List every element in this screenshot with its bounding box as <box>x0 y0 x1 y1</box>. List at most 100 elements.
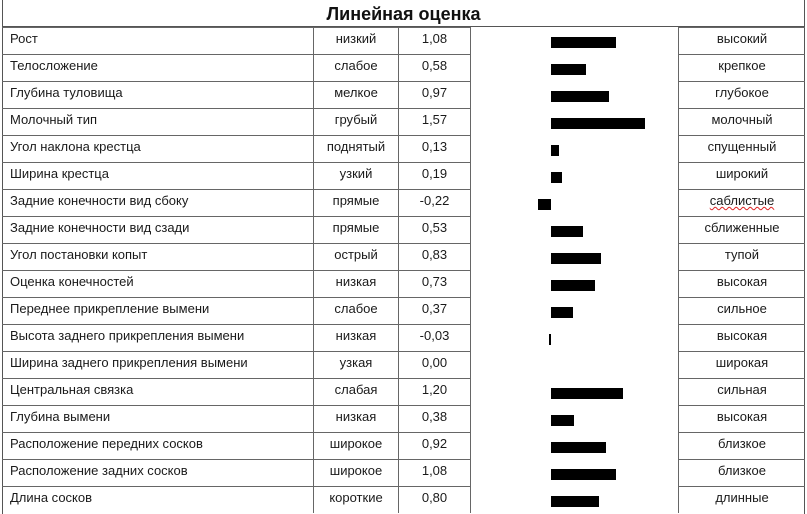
trait-name: Высота заднего прикрепления вымени <box>2 324 314 351</box>
high-pole-text: сильная <box>717 382 767 397</box>
trait-name: Телосложение <box>2 54 314 81</box>
table-row: Высота заднего прикрепления вымени низкая… <box>2 324 805 351</box>
high-pole-text: тупой <box>724 247 760 262</box>
bar-cell <box>471 216 679 243</box>
low-pole-label: мелкое <box>314 81 399 108</box>
table-row: Расположение задних сосков широкое 1,08 бли… <box>2 459 805 486</box>
value-bar <box>551 172 563 183</box>
high-pole-label: сильная <box>679 378 805 405</box>
bar-cell <box>471 459 679 486</box>
trait-name: Рост <box>2 27 314 54</box>
trait-value: 0,00 <box>399 351 471 378</box>
trait-value: 0,13 <box>399 135 471 162</box>
trait-value: 0,73 <box>399 270 471 297</box>
trait-value: 0,58 <box>399 54 471 81</box>
bar-cell <box>471 162 679 189</box>
high-pole-text: сближенные <box>704 220 780 235</box>
trait-value: 1,57 <box>399 108 471 135</box>
low-pole-label: широкое <box>314 459 399 486</box>
value-bar <box>551 91 610 102</box>
trait-value: 0,80 <box>399 486 471 513</box>
table-row: Оценка конечностей низкая 0,73 высокая <box>2 270 805 297</box>
low-pole-label: прямые <box>314 216 399 243</box>
table-row: Переднее прикрепление вымени слабое 0,37 си… <box>2 297 805 324</box>
high-pole-label: широкая <box>679 351 805 378</box>
table-row: Молочный тип грубый 1,57 молочный <box>2 108 805 135</box>
high-pole-label: молочный <box>679 108 805 135</box>
high-pole-text: высокая <box>716 328 768 343</box>
value-bar <box>551 388 623 399</box>
value-bar <box>537 199 551 210</box>
high-pole-text: близкое <box>718 463 766 478</box>
low-pole-label: низкая <box>314 270 399 297</box>
value-bar <box>549 334 551 345</box>
trait-name: Ширина крестца <box>2 162 314 189</box>
table-row: Глубина туловища мелкое 0,97 глубокое <box>2 81 805 108</box>
trait-name: Переднее прикрепление вымени <box>2 297 314 324</box>
trait-name: Угол наклона крестца <box>2 135 314 162</box>
high-pole-text: глубокое <box>715 85 769 100</box>
trait-name: Глубина вымени <box>2 405 314 432</box>
low-pole-label: поднятый <box>314 135 399 162</box>
bar-cell <box>471 243 679 270</box>
header-divider <box>2 26 805 27</box>
bar-cell <box>471 270 679 297</box>
high-pole-text: высокая <box>716 409 768 424</box>
value-bar <box>551 280 595 291</box>
trait-name: Глубина туловища <box>2 81 314 108</box>
low-pole-label: низкий <box>314 27 399 54</box>
value-bar <box>551 496 599 507</box>
bar-cell <box>471 351 679 378</box>
bar-cell <box>471 189 679 216</box>
trait-value: 0,83 <box>399 243 471 270</box>
trait-name: Расположение задних сосков <box>2 459 314 486</box>
bar-cell <box>471 54 679 81</box>
high-pole-label: широкий <box>679 162 805 189</box>
bar-cell <box>471 324 679 351</box>
high-pole-label: длинные <box>679 486 805 513</box>
high-pole-label: крепкое <box>679 54 805 81</box>
trait-name: Молочный тип <box>2 108 314 135</box>
trait-name: Оценка конечностей <box>2 270 314 297</box>
high-pole-label: высокая <box>679 270 805 297</box>
low-pole-label: короткие <box>314 486 399 513</box>
high-pole-label: близкое <box>679 432 805 459</box>
bar-cell <box>471 297 679 324</box>
trait-value: -0,22 <box>399 189 471 216</box>
high-pole-text: крепкое <box>718 58 766 73</box>
low-pole-label: низкая <box>314 324 399 351</box>
value-bar <box>551 307 574 318</box>
high-pole-label: сильное <box>679 297 805 324</box>
table-row: Расположение передних сосков широкое 0,92 б… <box>2 432 805 459</box>
trait-name: Ширина заднего прикрепления вымени <box>2 351 314 378</box>
low-pole-label: низкая <box>314 405 399 432</box>
low-pole-label: слабое <box>314 297 399 324</box>
trait-name: Задние конечности вид сбоку <box>2 189 314 216</box>
trait-value: 0,37 <box>399 297 471 324</box>
high-pole-text: сильное <box>717 301 767 316</box>
value-bar <box>551 64 586 75</box>
high-pole-label: высокая <box>679 324 805 351</box>
table-row: Угол наклона крестца поднятый 0,13 спущенны… <box>2 135 805 162</box>
trait-value: 0,53 <box>399 216 471 243</box>
high-pole-label: высокая <box>679 405 805 432</box>
value-bar <box>551 145 559 156</box>
bar-cell <box>471 108 679 135</box>
value-bar <box>551 226 583 237</box>
low-pole-label: прямые <box>314 189 399 216</box>
low-pole-label: слабая <box>314 378 399 405</box>
bar-cell <box>471 378 679 405</box>
high-pole-label: спущенный <box>679 135 805 162</box>
bar-cell <box>471 81 679 108</box>
table-row: Задние конечности вид сбоку прямые -0,22 са… <box>2 189 805 216</box>
bar-cell <box>471 486 679 513</box>
trait-value: 0,38 <box>399 405 471 432</box>
value-bar <box>551 469 616 480</box>
trait-name: Центральная связка <box>2 378 314 405</box>
trait-name: Расположение передних сосков <box>2 432 314 459</box>
high-pole-label: глубокое <box>679 81 805 108</box>
low-pole-label: узкая <box>314 351 399 378</box>
trait-value: 1,20 <box>399 378 471 405</box>
low-pole-label: широкое <box>314 432 399 459</box>
